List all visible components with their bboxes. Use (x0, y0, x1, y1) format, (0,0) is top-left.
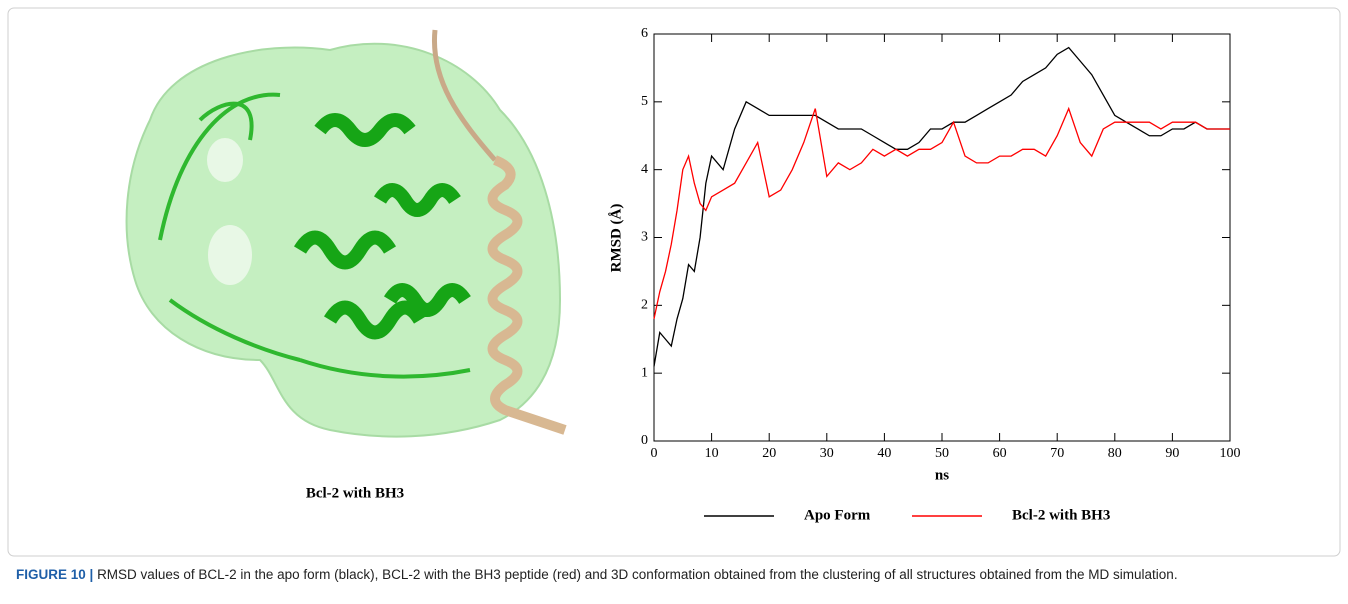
frame (7, 7, 1341, 557)
y-tick-label: 6 (641, 26, 648, 41)
x-axis-label: ns (935, 467, 949, 483)
x-tick-label: 50 (935, 446, 949, 461)
x-tick-label: 80 (1108, 446, 1122, 461)
x-tick-label: 20 (762, 446, 776, 461)
legend-label: Apo Form (804, 507, 871, 523)
x-tick-label: 0 (651, 446, 658, 461)
y-tick-label: 4 (641, 162, 648, 177)
legend-label: Bcl-2 with BH3 (1012, 507, 1110, 523)
x-tick-label: 70 (1050, 446, 1064, 461)
data-line (653, 46, 1230, 367)
y-tick-label: 5 (641, 94, 648, 109)
y-tick-label: 3 (641, 230, 648, 245)
y-tick-label: 0 (641, 433, 648, 448)
caption-label: FIGURE 10 | (16, 567, 94, 582)
data-line (653, 106, 1230, 320)
x-tick-label: 100 (1220, 446, 1241, 461)
figure-caption: FIGURE 10 | RMSD values of BCL-2 in the … (16, 565, 1326, 585)
panel-label: Bcl-2 with BH3 (306, 485, 404, 501)
figure: Bcl-2 with BH3 RMSD (Å) ns 0 10 20 30 40 50 60… (7, 7, 1341, 557)
y-tick-label: 2 (641, 298, 648, 313)
x-tick-label: 60 (993, 446, 1007, 461)
x-tick-label: 90 (1165, 446, 1179, 461)
x-tick-label: 10 (705, 446, 719, 461)
y-axis-label: RMSD (Å) (608, 204, 624, 273)
caption-text: RMSD values of BCL-2 in the apo form (bl… (97, 567, 1178, 582)
protein-structure (125, 29, 567, 438)
x-tick-label: 30 (820, 446, 834, 461)
plot-frame (653, 33, 1231, 442)
y-tick-label: 1 (641, 365, 648, 380)
x-tick-label: 40 (877, 446, 891, 461)
